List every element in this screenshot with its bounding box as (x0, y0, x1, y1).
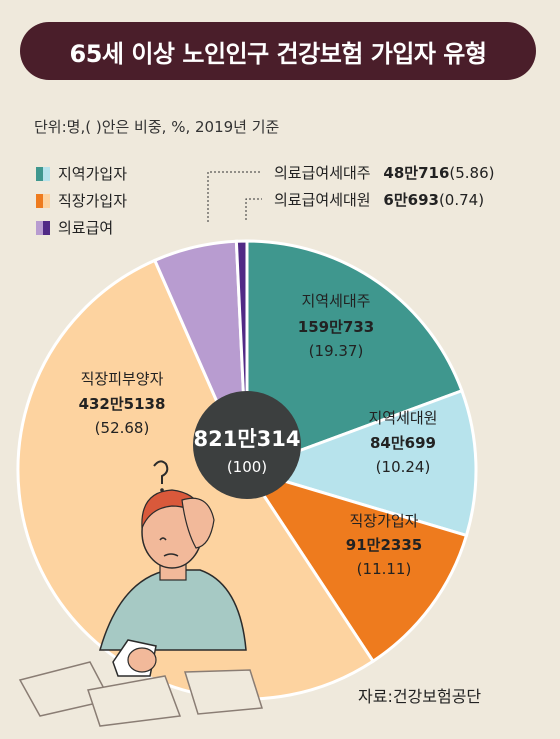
callout-value: 48만716 (383, 164, 450, 182)
slice-workplace (243, 467, 469, 664)
chart-title: 65세 이상 노인인구 건강보험 가입자 유형 (69, 39, 487, 68)
legend-swatch-medical-aid (36, 220, 50, 235)
legend-label-regional: 지역가입자 (58, 165, 128, 183)
slice-value-regional-head: 159만733 (298, 318, 374, 336)
slice-regional-head (245, 239, 464, 473)
center-share: (100) (227, 458, 267, 476)
legend-label-workplace: 직장가입자 (58, 192, 128, 210)
total-center-circle (193, 391, 301, 499)
title-banner: 65세 이상 노인인구 건강보험 가입자 유형 (20, 22, 536, 80)
center-value: 821만314 (194, 427, 301, 451)
callout-share: (0.74) (438, 191, 485, 209)
legend-item-medical-aid: 의료급여 (36, 214, 127, 241)
callout-value: 6만693 (383, 191, 439, 209)
slice-share-workplace-dependent: (52.68) (95, 419, 150, 437)
slice-share-regional-head: (19.37) (309, 342, 364, 360)
source-note: 자료:건강보험공단 (358, 687, 482, 706)
leader-line-medical-aid-head (207, 171, 262, 222)
slice-value-workplace: 91만2335 (346, 536, 422, 554)
callout-medical-aid-head: 의료급여세대주 48만716(5.86) (274, 162, 495, 183)
callout-medical-aid-member: 의료급여세대원 6만693(0.74) (274, 189, 484, 210)
slice-value-workplace-dependent: 432만5138 (79, 395, 166, 413)
legend-label-medical-aid: 의료급여 (58, 219, 114, 237)
legend-item-regional: 지역가입자 (36, 160, 127, 187)
worried-man-illustration (18, 460, 263, 727)
slice-value-regional-member: 84만699 (370, 434, 436, 452)
slice-label-workplace: 직장가입자 (349, 512, 418, 530)
slice-workplace-dependent (16, 258, 376, 701)
legend-swatch-regional (36, 166, 50, 181)
legend: 지역가입자 직장가입자 의료급여 (36, 160, 127, 241)
slice-label-workplace-dependent: 직장피부양자 (81, 370, 164, 388)
slice-label-regional-head: 지역세대주 (301, 292, 370, 310)
slice-label-regional-member: 지역세대원 (368, 409, 437, 427)
slice-regional-member (242, 388, 478, 538)
callout-label: 의료급여세대주 (274, 164, 371, 182)
callout-label: 의료급여세대원 (274, 191, 371, 209)
leader-line-medical-aid-member (245, 198, 262, 220)
slice-share-workplace: (11.11) (357, 560, 412, 578)
unit-note: 단위:명,( )안은 비중, %, 2019년 기준 (34, 118, 280, 136)
slice-share-regional-member: (10.24) (376, 458, 431, 476)
legend-swatch-workplace (36, 193, 50, 208)
legend-item-workplace: 직장가입자 (36, 187, 127, 214)
callout-share: (5.86) (449, 164, 495, 182)
